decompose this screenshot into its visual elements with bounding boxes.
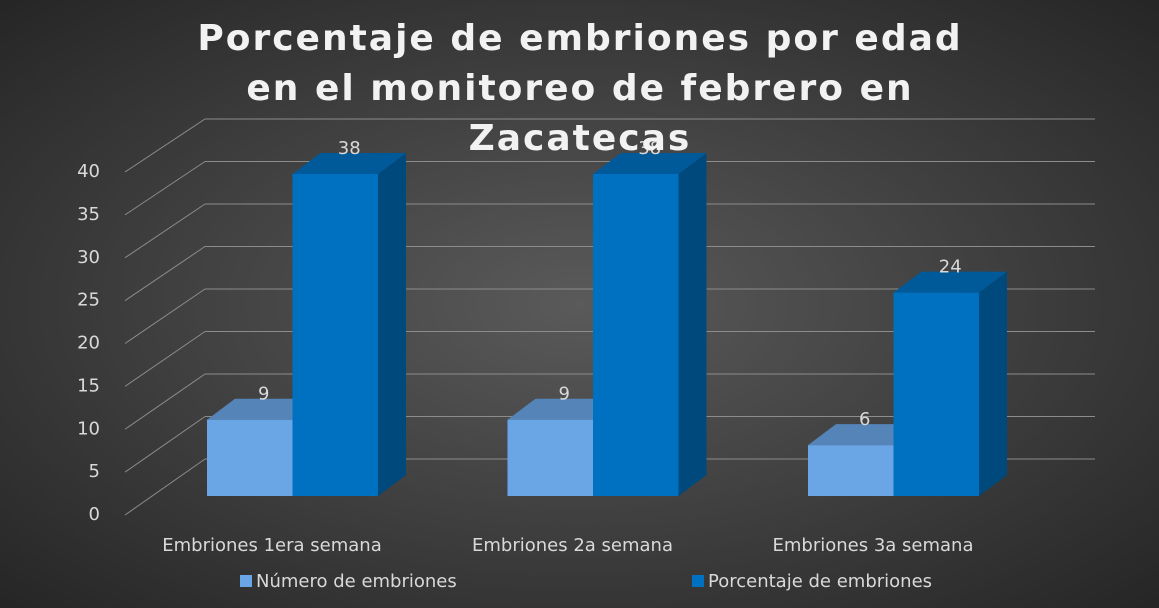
grid-line xyxy=(124,161,206,216)
bar-top xyxy=(893,271,1007,293)
grid-line xyxy=(124,331,206,387)
grid-line xyxy=(124,118,206,173)
grid-line xyxy=(124,373,206,430)
data-label: 9 xyxy=(559,384,570,405)
bar-top xyxy=(207,398,321,420)
bar xyxy=(292,173,378,496)
legend-swatch xyxy=(240,575,252,587)
y-tick-label: 0 xyxy=(89,504,100,525)
y-tick-label: 40 xyxy=(77,161,100,182)
data-label: 38 xyxy=(338,138,361,159)
x-tick-label: Embriones 2a semana xyxy=(472,535,673,556)
bar-top xyxy=(808,424,922,446)
grid-line xyxy=(124,416,206,473)
bar xyxy=(207,419,293,496)
data-label: 6 xyxy=(859,409,870,430)
bar xyxy=(593,173,679,496)
x-tick-label: Embriones 1era semana xyxy=(162,535,381,556)
y-tick-label: 35 xyxy=(77,204,100,225)
bar-top xyxy=(593,152,707,174)
grid-line xyxy=(124,458,206,516)
bar xyxy=(808,445,894,496)
y-tick-label: 25 xyxy=(77,290,100,311)
bar-top xyxy=(507,398,621,420)
y-tick-label: 10 xyxy=(77,418,100,439)
y-tick-label: 5 xyxy=(89,461,100,482)
data-label: 24 xyxy=(939,257,962,278)
chart-title: Porcentaje de embriones por edad en el m… xyxy=(197,18,963,159)
data-label: 38 xyxy=(638,138,661,159)
bar-top xyxy=(292,152,406,174)
grid-line xyxy=(124,203,206,259)
y-tick-label: 20 xyxy=(77,333,100,354)
data-label: 9 xyxy=(258,384,269,405)
y-tick-label: 15 xyxy=(77,375,100,396)
bar xyxy=(893,292,979,496)
y-tick-label: 30 xyxy=(77,247,100,268)
bar xyxy=(507,419,593,496)
bar-side xyxy=(678,152,707,496)
bar-side xyxy=(979,271,1007,496)
x-tick-label: Embriones 3a semana xyxy=(773,535,974,556)
bar-side xyxy=(378,152,406,496)
grid-line xyxy=(124,288,206,344)
legend-label: Número de embriones xyxy=(256,571,457,592)
grid-line xyxy=(124,246,206,302)
legend-label: Porcentaje de embriones xyxy=(708,571,932,592)
legend-swatch xyxy=(692,575,704,587)
